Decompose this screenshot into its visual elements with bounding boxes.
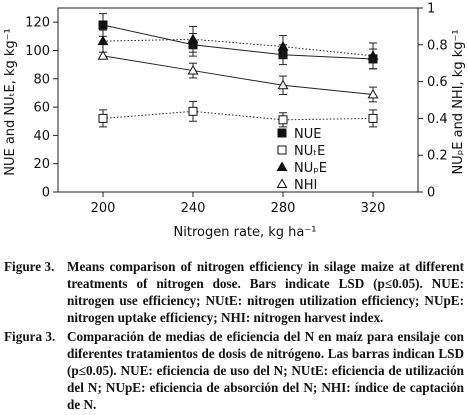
legend-label: NHI [294,178,317,193]
data-point [188,106,198,116]
figure-caption: Figure 3. Means comparison of nitrogen e… [4,258,464,415]
series-line [102,38,374,57]
y-left-tick-label: 40 [33,129,50,144]
data-point [98,113,108,123]
data-point [278,115,288,125]
y-left-tick-label: 100 [25,44,50,59]
legend-label: NUₜE [294,144,325,159]
x-tick-label: 280 [271,201,296,216]
series-line [102,24,374,60]
y-left-tick-label: 0 [42,186,50,201]
y-left-tick-label: 60 [33,101,50,116]
data-point [97,50,109,60]
chart-legend: NUE NUₜE NUₚE NHI [276,127,327,193]
x-axis-label: Nitrogen rate, kg ha⁻¹ [174,225,317,240]
chart-series [97,13,379,128]
y-right-tick-label: 0.4 [427,112,448,127]
plot-frame [57,7,419,193]
legend-marker [277,128,287,138]
data-point [277,79,289,90]
y-axis-left-label: NUE and NUₜE, kg kg⁻¹ [3,28,18,176]
x-tick-label: 320 [361,201,386,216]
y-left-tick-label: 20 [33,157,50,172]
legend-marker [277,145,287,155]
caption-spanish-label: Figura 3. [4,329,56,344]
series-line [102,55,374,95]
data-point [277,41,289,51]
y-right-tick-label: 0.8 [427,38,448,53]
data-point [98,20,108,30]
legend-label: NUₚE [294,161,327,176]
caption-spanish-text: Comparación de medias de eficiencia del … [67,329,464,412]
y-right-tick-label: 0.2 [427,149,448,164]
caption-spanish: Figura 3. Comparación de medias de efici… [4,328,464,413]
series-3 [97,25,379,70]
y-left-tick-label: 120 [25,16,50,31]
data-point [368,113,378,123]
data-point [367,50,379,60]
series-1 [98,13,378,70]
series-2 [98,100,378,128]
series-4 [97,50,379,103]
y-right-tick-label: 0 [427,186,435,201]
data-point [367,88,379,99]
legend-marker [276,161,288,171]
y-right-tick-label: 1 [427,2,435,17]
caption-english-text: Means comparison of nitrogen efficiency … [67,259,464,325]
caption-english: Figure 3. Means comparison of nitrogen e… [4,258,464,326]
y-axis-right-label: NUₚE and NHI, kg kg⁻¹ [451,29,466,174]
caption-english-label: Figure 3. [4,259,55,274]
x-tick-label: 240 [181,201,206,216]
data-point [97,35,109,46]
series-line [102,110,374,121]
data-point [187,33,199,44]
legend-label: NUE [294,127,321,142]
data-point [187,64,199,75]
y-left-tick-label: 80 [33,72,50,87]
legend-marker [276,178,288,188]
x-tick-label: 200 [91,201,116,216]
y-right-tick-label: 0.6 [427,75,448,90]
